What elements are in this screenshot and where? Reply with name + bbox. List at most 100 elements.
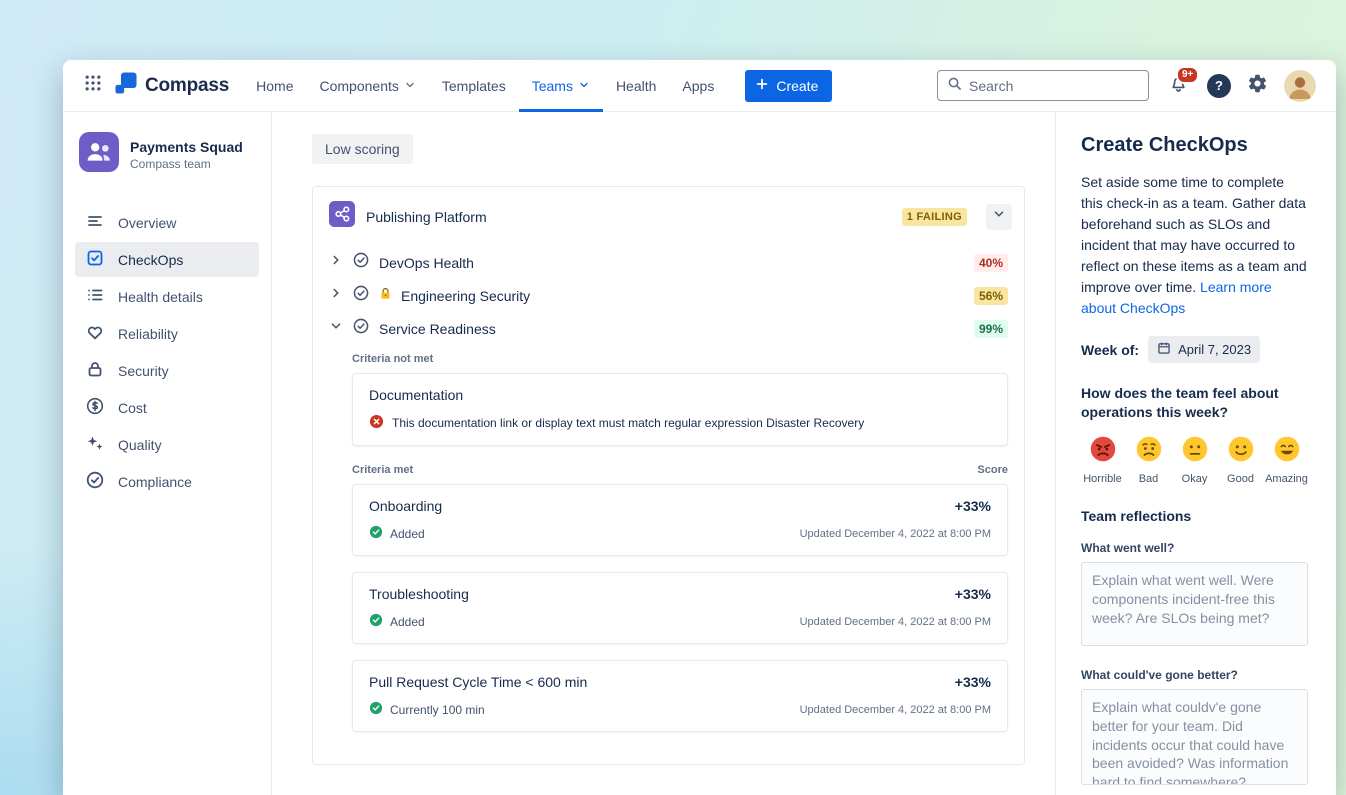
overview-lines-icon [85, 211, 105, 234]
create-button[interactable]: Create [745, 69, 833, 102]
sidebar-item-compliance[interactable]: Compliance [75, 464, 259, 499]
component-title: Publishing Platform [366, 208, 487, 225]
notifications-button[interactable]: 9+ [1165, 65, 1200, 99]
scorecard-check-icon [352, 317, 370, 340]
criterion-card-onboarding: Onboarding +33% Added Updated December 4… [352, 484, 1008, 556]
main-content: Low scoring Publishing Platform 1 FAILIN… [272, 112, 1055, 795]
nav-item-teams[interactable]: Teams [519, 60, 603, 112]
scorecard-header: Publishing Platform 1 FAILING [313, 187, 1024, 244]
week-date-picker[interactable]: April 7, 2023 [1148, 336, 1261, 363]
team-subtitle: Compass team [130, 156, 211, 171]
mood-good-icon [1227, 436, 1255, 467]
criterion-card-troubleshooting: Troubleshooting +33% Added Updated Decem… [352, 572, 1008, 644]
app-window: Compass Home Components Templates Teams … [63, 60, 1336, 795]
success-check-icon [369, 613, 383, 630]
mood-amazing-icon [1273, 436, 1301, 467]
top-navigation: Compass Home Components Templates Teams … [63, 60, 1336, 112]
score-column-label: Score [977, 464, 1008, 476]
calendar-icon [1157, 341, 1171, 358]
component-icon [329, 201, 355, 232]
week-of-label: Week of: [1081, 341, 1140, 358]
app-switcher-button[interactable] [79, 72, 107, 100]
lock-icon [85, 359, 105, 382]
mood-bad-button[interactable]: Bad [1127, 435, 1170, 485]
gone-better-textarea[interactable] [1081, 688, 1308, 785]
search-input[interactable] [969, 77, 1139, 94]
chevron-down-icon [578, 78, 590, 94]
search-box [937, 70, 1149, 101]
user-avatar[interactable] [1284, 69, 1316, 102]
sidebar-item-overview[interactable]: Overview [75, 205, 259, 240]
scorecard-row-devops-health[interactable]: DevOps Health 40% [329, 246, 1008, 279]
criteria-met-label: Criteria met [352, 464, 414, 476]
scorecard-check-icon [352, 284, 370, 307]
team-avatar [79, 132, 119, 177]
chevron-down-icon [404, 78, 416, 94]
sparkle-icon [85, 433, 105, 456]
nav-item-home[interactable]: Home [256, 77, 294, 94]
sidebar-item-checkops[interactable]: CheckOps [75, 242, 259, 277]
mood-selector: Horrible Bad Okay [1081, 435, 1308, 485]
nav-item-templates[interactable]: Templates [441, 77, 506, 94]
scorecard-row-engineering-security[interactable]: Engineering Security 56% [329, 279, 1008, 312]
help-button[interactable]: ? [1207, 73, 1231, 98]
success-check-icon [369, 701, 383, 718]
mood-good-button[interactable]: Good [1219, 435, 1262, 485]
sidebar-item-security[interactable]: Security [75, 353, 259, 388]
nav-item-apps[interactable]: Apps [682, 77, 715, 94]
settings-button[interactable] [1247, 73, 1268, 99]
app-grid-icon [84, 74, 102, 97]
score-badge: 56% [973, 286, 1008, 305]
chevron-down-icon [992, 207, 1006, 226]
failing-badge: 1 FAILING [901, 207, 967, 226]
nav-item-components[interactable]: Components [307, 60, 429, 112]
sidebar-item-quality[interactable]: Quality [75, 427, 259, 462]
team-name: Payments Squad [130, 138, 243, 155]
criterion-status: Currently 100 min [390, 702, 485, 717]
mood-amazing-button[interactable]: Amazing [1265, 435, 1308, 485]
panel-title: Create CheckOps [1081, 134, 1248, 156]
went-well-textarea[interactable] [1081, 561, 1308, 646]
criterion-status: Added [390, 614, 425, 629]
mood-horrible-button[interactable]: Horrible [1081, 435, 1124, 485]
mood-question: How does the team feel about operations … [1081, 385, 1279, 420]
scorecard-row-service-readiness[interactable]: Service Readiness 99% [329, 312, 1008, 345]
sidebar-item-cost[interactable]: Cost [75, 390, 259, 425]
criteria-not-met-label: Criteria not met [352, 353, 434, 365]
brand-logo[interactable]: Compass [115, 72, 229, 99]
sidebar-item-health-details[interactable]: Health details [75, 279, 259, 314]
sidebar-item-reliability[interactable]: Reliability [75, 316, 259, 351]
mood-okay-button[interactable]: Okay [1173, 435, 1216, 485]
list-icon [85, 285, 105, 308]
chevron-down-icon [329, 319, 343, 338]
error-icon [369, 414, 384, 432]
collapse-card-button[interactable] [986, 203, 1012, 230]
criterion-updated: Updated December 4, 2022 at 8:00 PM [799, 703, 991, 716]
scorecard-card: Publishing Platform 1 FAILING DevOps Hea… [312, 186, 1025, 765]
criterion-score: +33% [954, 498, 991, 514]
team-sidebar: Payments Squad Compass team Overview Che… [63, 112, 272, 795]
criterion-card-pr-cycle-time: Pull Request Cycle Time < 600 min +33% C… [352, 660, 1008, 732]
scorecard-check-icon [352, 251, 370, 274]
criterion-score: +33% [954, 586, 991, 602]
criterion-status: Added [390, 526, 425, 541]
question-went-well-label: What went well? [1081, 540, 1175, 555]
scorecard-rows: DevOps Health 40% Engineering Security 5… [313, 244, 1024, 764]
checkbox-icon [85, 248, 105, 271]
team-reflections-title: Team reflections [1081, 507, 1192, 524]
team-header: Payments Squad Compass team [75, 132, 259, 177]
criterion-updated: Updated December 4, 2022 at 8:00 PM [799, 615, 991, 628]
error-message: This documentation link or display text … [392, 416, 865, 430]
mood-bad-icon [1135, 436, 1163, 467]
learn-more-link[interactable]: Learn more about CheckOps [1081, 279, 1272, 316]
search-icon [947, 76, 962, 96]
question-gone-better-label: What could've gone better? [1081, 667, 1238, 682]
success-check-icon [369, 525, 383, 542]
create-checkops-panel: Create CheckOps Set aside some time to c… [1055, 112, 1336, 795]
plus-icon [755, 77, 769, 94]
primary-nav: Home Components Templates Teams Health A… [243, 60, 727, 112]
criterion-card-documentation: Documentation This documentation link or… [352, 373, 1008, 446]
filter-chip-low-scoring[interactable]: Low scoring [312, 134, 413, 164]
dollar-icon [85, 396, 105, 419]
nav-item-health[interactable]: Health [615, 77, 657, 94]
